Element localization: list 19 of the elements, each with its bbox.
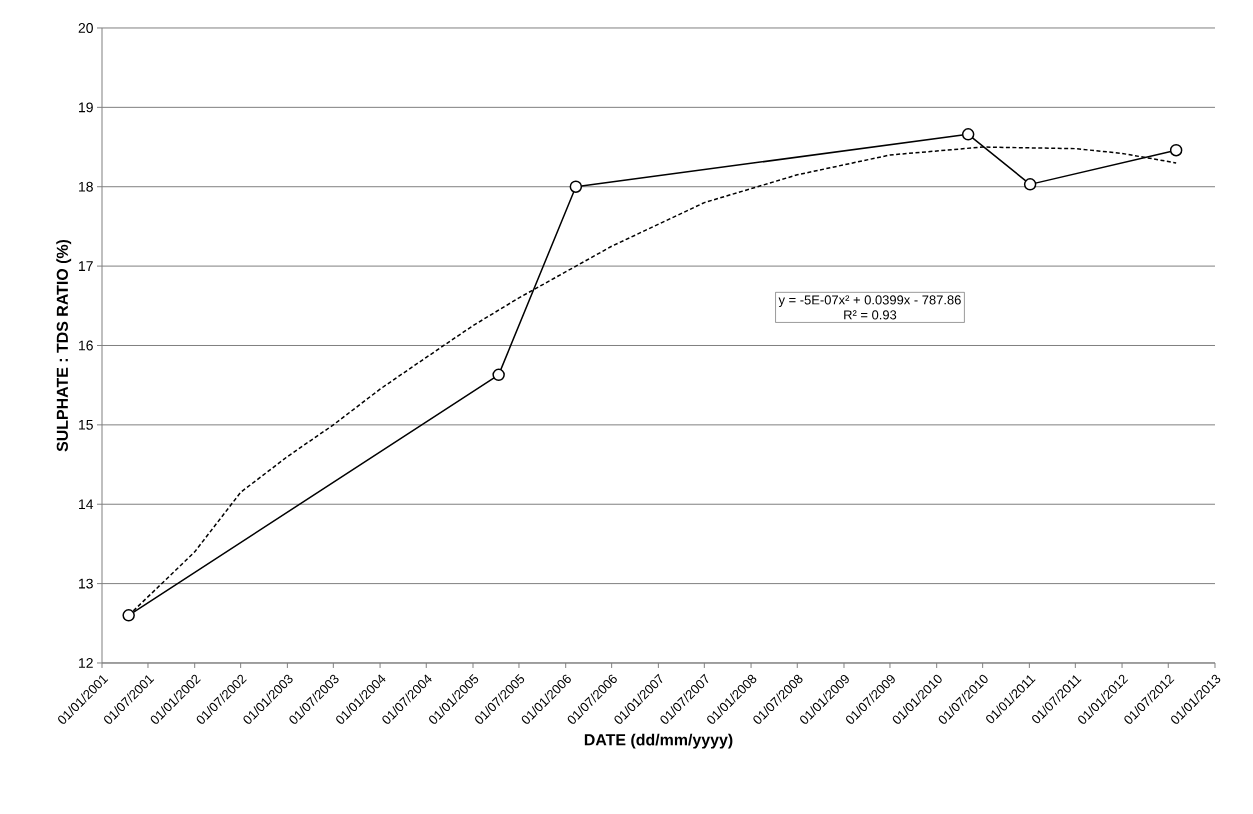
- point: [122, 609, 135, 622]
- annotation: y = -5E-07x² + 0.0399x - 787.86: [778, 295, 961, 308]
- point: [961, 128, 975, 141]
- point: [569, 180, 583, 193]
- y-tick-label: 12: [79, 658, 93, 668]
- point: [1023, 178, 1037, 191]
- y-tick-label: 13: [79, 578, 93, 589]
- point: [1169, 143, 1183, 157]
- x-axis-title: DATE (dd/mm/yyyy): [584, 733, 733, 749]
- y-axis-title: SULPHATE : TDS RATIO (%): [56, 239, 72, 452]
- annotation: R² = 0.93: [844, 310, 897, 320]
- y-tick-label: 18: [79, 181, 93, 192]
- y-tick-label: 20: [78, 23, 93, 33]
- y-tick-label: 15: [79, 420, 93, 430]
- point: [492, 368, 505, 382]
- y-tick-label: 17: [79, 261, 93, 271]
- y-tick-label: 16: [79, 340, 93, 351]
- y-tick-label: 19: [79, 102, 93, 113]
- y-tick-label: 14: [79, 499, 94, 510]
